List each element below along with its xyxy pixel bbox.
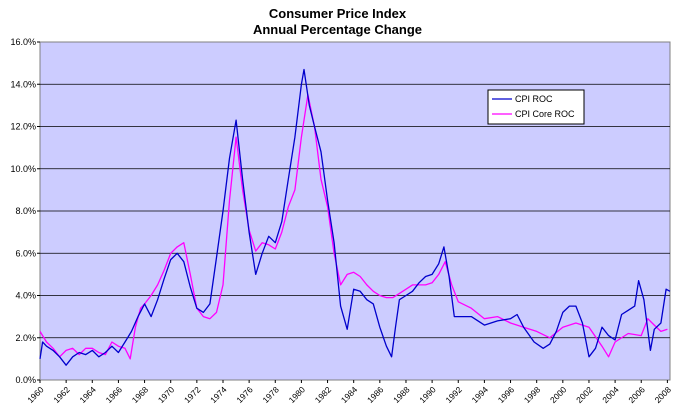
x-tick-label: 1998: [522, 384, 543, 405]
x-tick-label: 1990: [417, 384, 438, 405]
y-tick-label: 16.0%: [10, 37, 36, 47]
y-tick-label: 4.0%: [15, 291, 36, 301]
x-tick-label: 1994: [470, 384, 491, 405]
x-tick-label: 1984: [339, 384, 360, 405]
x-tick-label: 1974: [208, 384, 229, 405]
legend-label-cpi-core-roc: CPI Core ROC: [515, 109, 575, 119]
y-axis: 0.0% 2.0% 4.0% 6.0% 8.0% 10.0% 12.0% 14.0% 16.0%: [10, 37, 40, 385]
x-tick-label: 1996: [496, 384, 517, 405]
y-tick-label: 10.0%: [10, 164, 36, 174]
x-tick-label: 1960: [25, 384, 46, 405]
y-tick-label: 2.0%: [15, 333, 36, 343]
x-tick-label: 1978: [260, 384, 281, 405]
x-tick-label: 2000: [548, 384, 569, 405]
x-tick-label: 1980: [287, 384, 308, 405]
grid-lines: [40, 83, 670, 339]
y-tick-label: 12.0%: [10, 122, 36, 132]
x-tick-label: 1966: [104, 384, 125, 405]
x-tick-label: 2002: [574, 384, 595, 405]
chart-subtitle: Annual Percentage Change: [252, 22, 423, 37]
series-line-cpi-roc: [39, 68, 671, 366]
x-tick-label: 1992: [443, 384, 464, 405]
x-tick-label: 1970: [156, 384, 177, 405]
x-tick-label: 1964: [77, 384, 98, 405]
x-axis: 1960 1962 1964 1966 1968 1970 1972 1974 1976 1978…: [25, 380, 673, 405]
y-tick-label: 14.0%: [10, 79, 36, 89]
x-tick-label: 1968: [130, 384, 151, 405]
x-tick-label: 2006: [626, 384, 647, 405]
series-layer: [39, 68, 671, 366]
x-tick-label: 1988: [391, 384, 412, 405]
x-tick-label: 2004: [600, 384, 621, 405]
legend-box: [487, 89, 585, 125]
legend-label-cpi-roc: CPI ROC: [515, 94, 553, 104]
y-tick-label: 8.0%: [15, 206, 36, 216]
y-tick-label: 0.0%: [15, 375, 36, 385]
x-tick-label: 1986: [365, 384, 386, 405]
x-tick-label: 1962: [51, 384, 72, 405]
x-tick-label: 1982: [313, 384, 334, 405]
x-tick-label: 1972: [182, 384, 203, 405]
x-tick-label: 2008: [653, 384, 674, 405]
y-tick-label: 6.0%: [15, 248, 36, 258]
legend: CPI ROC CPI Core ROC: [487, 89, 585, 125]
chart-title: Consumer Price Index: [268, 6, 407, 21]
x-tick-label: 1976: [234, 384, 255, 405]
